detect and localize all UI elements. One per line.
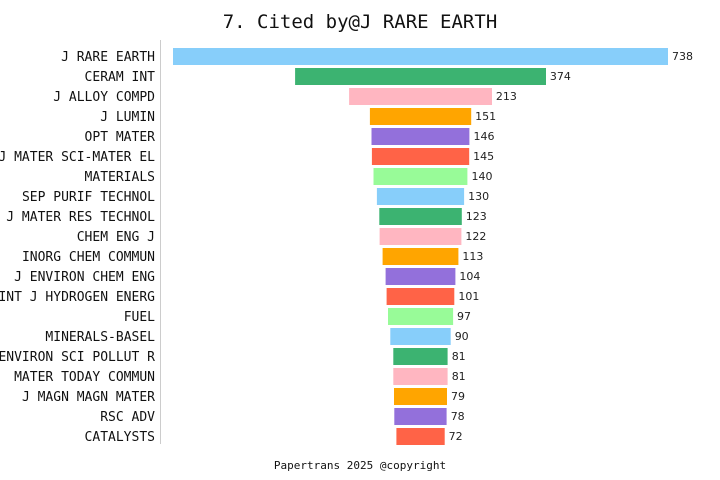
category-label: J ENVIRON CHEM ENG [14,270,155,285]
category-label: J MAGN MAGN MATER [22,390,155,405]
bar [393,368,448,385]
chart-title: 7. Cited by@J RARE EARTH [223,11,498,33]
value-label: 146 [474,130,495,143]
bar [376,188,465,205]
value-label: 97 [457,310,471,323]
value-label: 90 [455,330,469,343]
category-label: J MATER SCI-MATER EL [0,150,155,165]
bar [379,208,462,225]
value-label: 130 [468,190,489,203]
category-label: FUEL [124,310,155,325]
category-label: OPT MATER [85,130,156,145]
bar [295,68,546,85]
category-label: ENVIRON SCI POLLUT R [0,350,155,365]
bar [390,328,451,345]
value-label: 78 [451,410,465,423]
category-label: INORG CHEM COMMUN [22,250,155,265]
category-label: INT J HYDROGEN ENERG [0,290,155,305]
bar [382,248,459,265]
bar [379,228,462,245]
bar [371,128,470,145]
bar [386,288,455,305]
category-label: J RARE EARTH [61,50,155,65]
bar [173,48,668,65]
category-label: MINERALS-BASEL [45,330,155,345]
category-label: CHEM ENG J [77,230,155,245]
category-label: J LUMIN [100,110,155,125]
bar [349,88,492,105]
value-label: 101 [458,290,479,303]
category-label: MATERIALS [85,170,155,185]
value-label: 738 [672,50,693,63]
bars-group [173,48,668,445]
value-label: 213 [496,90,517,103]
category-label: SEP PURIF TECHNOL [22,190,155,205]
category-labels-group: J RARE EARTH CERAM INT J ALLOY COMPD J LUMI… [0,50,155,445]
bar [369,108,472,125]
value-label: 151 [475,110,496,123]
category-label: RSC ADV [100,410,155,425]
bar [385,268,456,285]
value-label: 72 [449,430,463,443]
value-label: 113 [462,250,483,263]
bar [373,168,468,185]
category-label: CATALYSTS [85,430,155,445]
category-label: J ALLOY COMPD [53,90,155,105]
value-label: 123 [466,210,487,223]
value-label: 140 [472,170,493,183]
value-label: 374 [550,70,571,83]
bar [394,408,447,425]
value-label: 81 [452,350,466,363]
bar [393,348,448,365]
category-label: MATER TODAY COMMUN [14,370,155,385]
value-label: 104 [459,270,480,283]
bar [371,148,470,165]
value-label: 145 [473,150,494,163]
chart-footer: Papertrans 2025 @copyright [274,459,446,472]
category-label: CERAM INT [85,70,156,85]
category-label: J MATER RES TECHNOL [6,210,155,225]
value-label: 79 [451,390,465,403]
bar [396,428,445,445]
value-label: 81 [452,370,466,383]
bar [394,388,447,405]
bar [388,308,454,325]
value-label: 122 [465,230,486,243]
